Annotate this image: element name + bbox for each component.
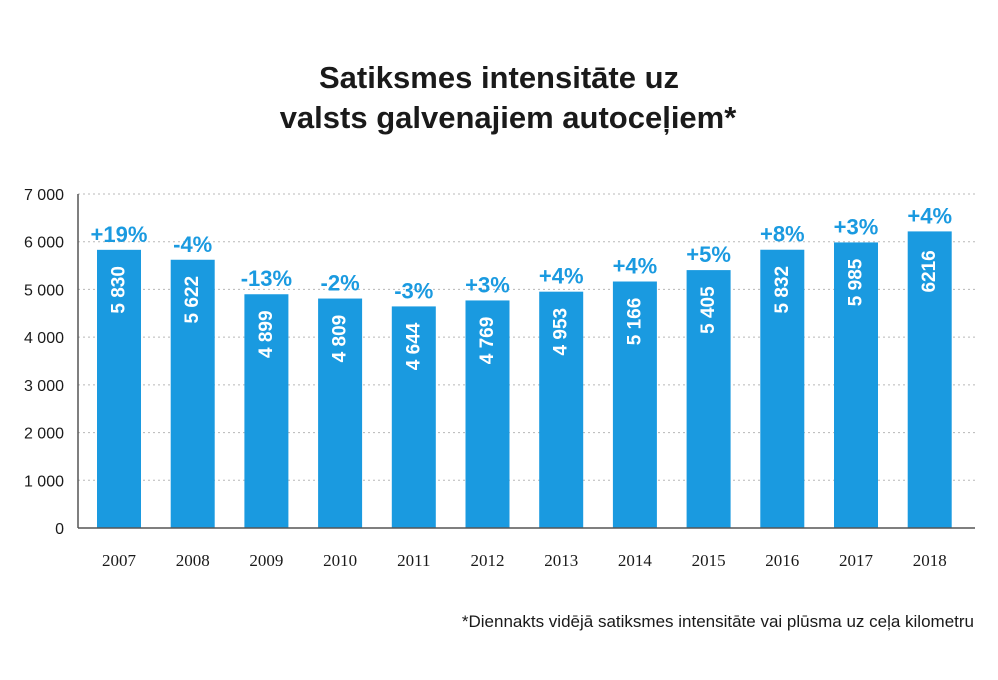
- change-label: +19%: [91, 222, 148, 247]
- y-tick-label: 1 000: [24, 473, 64, 490]
- bar-value-label: 5 985: [846, 258, 867, 306]
- change-label: +8%: [760, 222, 805, 247]
- x-tick-label: 2008: [176, 551, 210, 570]
- x-tick-label: 2010: [323, 551, 357, 570]
- chart-title-line-1: Satiksmes intensitāte uz: [318, 60, 680, 95]
- bar-2014: [612, 281, 657, 528]
- bar-chart: 0 1 000 2 000 3 000 4 000 5 000 6 000 7 000 5 83…: [24, 187, 975, 570]
- x-tick-label: 2016: [765, 551, 799, 570]
- bar-value-label: 4 953: [551, 308, 572, 356]
- x-tick-label: 2013: [544, 551, 578, 570]
- bar-2010: [318, 298, 363, 528]
- bar-2015: [686, 270, 731, 528]
- bar-2007: [97, 249, 141, 528]
- bar-2018: [907, 231, 952, 528]
- y-tick-label: 2 000: [24, 426, 64, 443]
- y-tick-label: 4 000: [24, 330, 64, 347]
- bar-value-label: 5 830: [109, 266, 130, 314]
- change-label: +4%: [613, 254, 658, 279]
- bar-value-label: 4 769: [477, 317, 498, 365]
- x-tick-label: 2015: [692, 551, 726, 570]
- change-label: -2%: [321, 271, 360, 296]
- x-tick-label: 2012: [471, 551, 505, 570]
- bar-2009: [244, 294, 289, 528]
- x-tick-label: 2014: [618, 551, 653, 570]
- change-label: +3%: [465, 272, 510, 297]
- bar-2017: [834, 242, 878, 528]
- bar-value-label: 4 644: [403, 322, 424, 370]
- bar-value-label: 4 809: [330, 315, 351, 363]
- bar-2013: [539, 291, 584, 528]
- chart-footnote: *Diennakts vidējā satiksmes intensitāte …: [461, 612, 974, 631]
- bar-2012: [465, 300, 510, 528]
- x-tick-label: 2017: [839, 551, 874, 570]
- y-tick-label: 0: [55, 521, 64, 538]
- x-tick-label: 2007: [102, 551, 137, 570]
- change-label: +4%: [539, 264, 584, 289]
- x-tick-label: 2018: [913, 551, 947, 570]
- change-label: -4%: [173, 232, 212, 257]
- x-tick-label: 2009: [249, 551, 283, 570]
- bar-2008: [170, 259, 215, 528]
- bar-2011: [391, 306, 436, 528]
- y-tick-label: 5 000: [24, 282, 64, 299]
- chart-title: Satiksmes intensitāte uz valsts galvenaj…: [0, 58, 998, 138]
- bar-2016: [760, 249, 805, 528]
- change-label: -3%: [394, 278, 433, 303]
- y-tick-label: 7 000: [24, 187, 64, 204]
- chart-title-line-2: valsts galvenajiem autoceļiem*: [279, 100, 737, 135]
- change-label: +5%: [686, 242, 731, 267]
- y-tick-label: 3 000: [24, 378, 64, 395]
- bar-value-label: 5 832: [772, 266, 793, 314]
- change-label: +4%: [907, 203, 952, 228]
- x-tick-label: 2011: [397, 551, 430, 570]
- change-label: -13%: [241, 266, 292, 291]
- bar-value-label: 6216: [919, 250, 940, 292]
- y-tick-label: 6 000: [24, 235, 64, 252]
- bar-value-label: 5 166: [624, 298, 645, 346]
- bar-value-label: 4 899: [256, 310, 277, 358]
- change-label: +3%: [834, 214, 879, 239]
- bar-value-label: 5 405: [698, 286, 719, 334]
- bar-value-label: 5 622: [182, 276, 203, 324]
